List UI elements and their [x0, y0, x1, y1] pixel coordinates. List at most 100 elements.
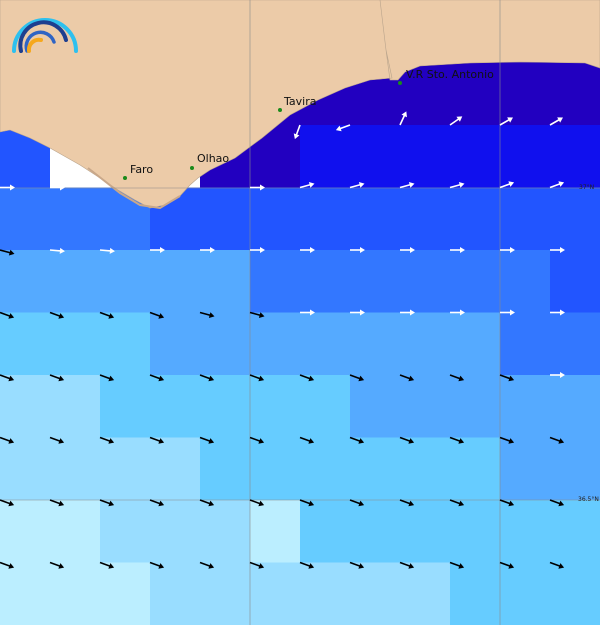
- current-arrow: [499, 436, 515, 444]
- grid-cell: [450, 312, 501, 376]
- current-arrow: [450, 247, 465, 253]
- grid-cell: [400, 125, 451, 188]
- current-arrow: [400, 309, 415, 316]
- current-arrow: [449, 374, 465, 382]
- current-arrow: [450, 309, 465, 316]
- grid-cell: [150, 437, 201, 501]
- current-arrow: [500, 309, 515, 316]
- current-arrow: [549, 436, 565, 444]
- current-arrow: [335, 124, 351, 132]
- grid-cell: [200, 562, 251, 625]
- current-arrow: [349, 374, 365, 382]
- logo: [12, 18, 78, 53]
- current-arrow: [99, 374, 115, 382]
- current-arrow: [293, 124, 301, 140]
- grid-cell: [550, 562, 600, 625]
- current-arrow: [199, 499, 215, 507]
- grid-cell: [50, 250, 101, 313]
- current-arrow: [299, 182, 315, 189]
- current-arrow: [399, 111, 407, 126]
- current-arrow: [399, 374, 415, 382]
- current-arrow: [349, 182, 365, 189]
- current-arrow: [549, 561, 565, 569]
- current-arrow: [149, 436, 165, 444]
- land-barrier-island: [87, 167, 181, 210]
- grid-cell: [300, 375, 351, 438]
- current-arrow: [0, 249, 15, 256]
- grid-cell: [100, 375, 151, 438]
- grid-cell: [150, 562, 201, 625]
- land-area: [0, 0, 600, 209]
- current-arrow: [400, 247, 415, 253]
- city-marker: [278, 108, 282, 112]
- grid-cell: [50, 312, 101, 376]
- grid-cell: [50, 437, 101, 501]
- grid-cell: [300, 500, 351, 563]
- grid-cell: [550, 250, 600, 313]
- current-arrow: [250, 184, 265, 191]
- city-marker: [190, 166, 194, 170]
- current-arrow: [449, 561, 465, 569]
- current-arrow: [449, 436, 465, 444]
- current-arrow: [550, 309, 565, 316]
- current-arrow: [500, 247, 515, 253]
- grid-cell: [250, 312, 301, 376]
- grid-cell: [350, 187, 401, 251]
- grid-cell: [150, 375, 201, 438]
- grid-cell: [350, 312, 401, 376]
- current-arrow: [149, 499, 165, 507]
- current-arrow: [99, 247, 115, 254]
- grid-cell: [200, 250, 251, 313]
- current-arrow: [149, 374, 165, 382]
- grid-cell: [250, 437, 301, 501]
- grid-cell: [350, 500, 401, 563]
- grid-cell: [50, 500, 101, 563]
- grid-cell: [300, 312, 351, 376]
- current-arrow: [0, 436, 15, 444]
- grid-cell: [200, 500, 251, 563]
- current-arrow: [249, 311, 265, 318]
- grid-cell: [450, 187, 501, 251]
- grid-cell: [150, 312, 201, 376]
- grid-cell: [500, 562, 551, 625]
- city-label-faro: Faro: [130, 163, 154, 176]
- grid-cell: [50, 187, 101, 251]
- current-arrow: [99, 561, 115, 569]
- grid-cell: [200, 312, 251, 376]
- current-arrow: [299, 374, 315, 382]
- grid-cell: [0, 562, 51, 625]
- current-arrow: [49, 247, 65, 254]
- current-arrow: [300, 309, 315, 316]
- grid-cell: [550, 375, 600, 438]
- current-arrow: [49, 499, 65, 507]
- current-arrow: [49, 561, 65, 569]
- grid-cell: [550, 62, 600, 126]
- grid-cell: [100, 500, 151, 563]
- grid-cell: [400, 562, 451, 625]
- current-arrow: [399, 499, 415, 507]
- current-arrow: [0, 561, 15, 569]
- grid-cell: [550, 500, 600, 563]
- current-arrow: [550, 247, 565, 253]
- city-label-vr-sto-antonio: V.R Sto. Antonio: [406, 68, 494, 81]
- current-arrow: [550, 372, 565, 378]
- grid-cell: [50, 562, 101, 625]
- grid-cell: [200, 437, 251, 501]
- grid-cell: [500, 437, 551, 501]
- current-arrow: [549, 499, 565, 507]
- current-arrow: [200, 247, 215, 253]
- current-arrow: [350, 309, 365, 316]
- current-arrow: [99, 499, 115, 507]
- grid-cell: [500, 312, 551, 376]
- grid-cell: [250, 187, 301, 251]
- grid-cell: [500, 500, 551, 563]
- grid-cell: [500, 375, 551, 438]
- grid-cell: [100, 562, 151, 625]
- current-arrow: [249, 561, 265, 569]
- current-arrow: [449, 116, 463, 126]
- grid-cell: [300, 437, 351, 501]
- current-arrow: [50, 184, 65, 191]
